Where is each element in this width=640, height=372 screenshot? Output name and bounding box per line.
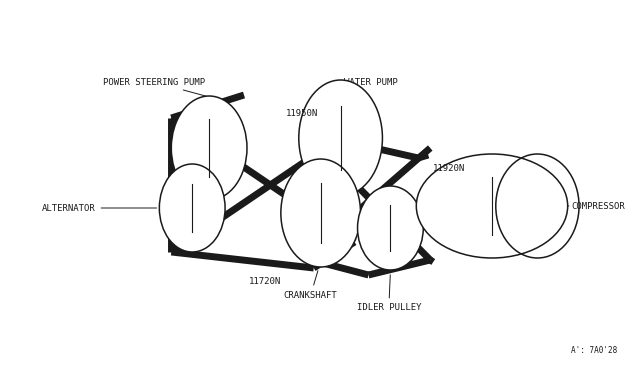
Text: 11920N: 11920N: [433, 164, 465, 173]
Ellipse shape: [172, 96, 247, 200]
Ellipse shape: [299, 80, 383, 196]
Ellipse shape: [159, 164, 225, 252]
Text: IDLER PULLEY: IDLER PULLEY: [356, 275, 421, 312]
Text: 11950N: 11950N: [286, 109, 318, 118]
Ellipse shape: [281, 159, 360, 267]
Text: 11720N: 11720N: [249, 278, 281, 286]
Text: COMPRESSOR: COMPRESSOR: [568, 202, 625, 211]
Ellipse shape: [416, 154, 568, 258]
Text: A': 7A0'28: A': 7A0'28: [572, 346, 618, 355]
Text: CRANKSHAFT: CRANKSHAFT: [284, 271, 337, 299]
Text: POWER STEERING PUMP: POWER STEERING PUMP: [102, 77, 207, 96]
Text: WATER PUMP: WATER PUMP: [340, 77, 397, 87]
Text: ALTERNATOR: ALTERNATOR: [42, 203, 157, 212]
Ellipse shape: [358, 186, 423, 270]
